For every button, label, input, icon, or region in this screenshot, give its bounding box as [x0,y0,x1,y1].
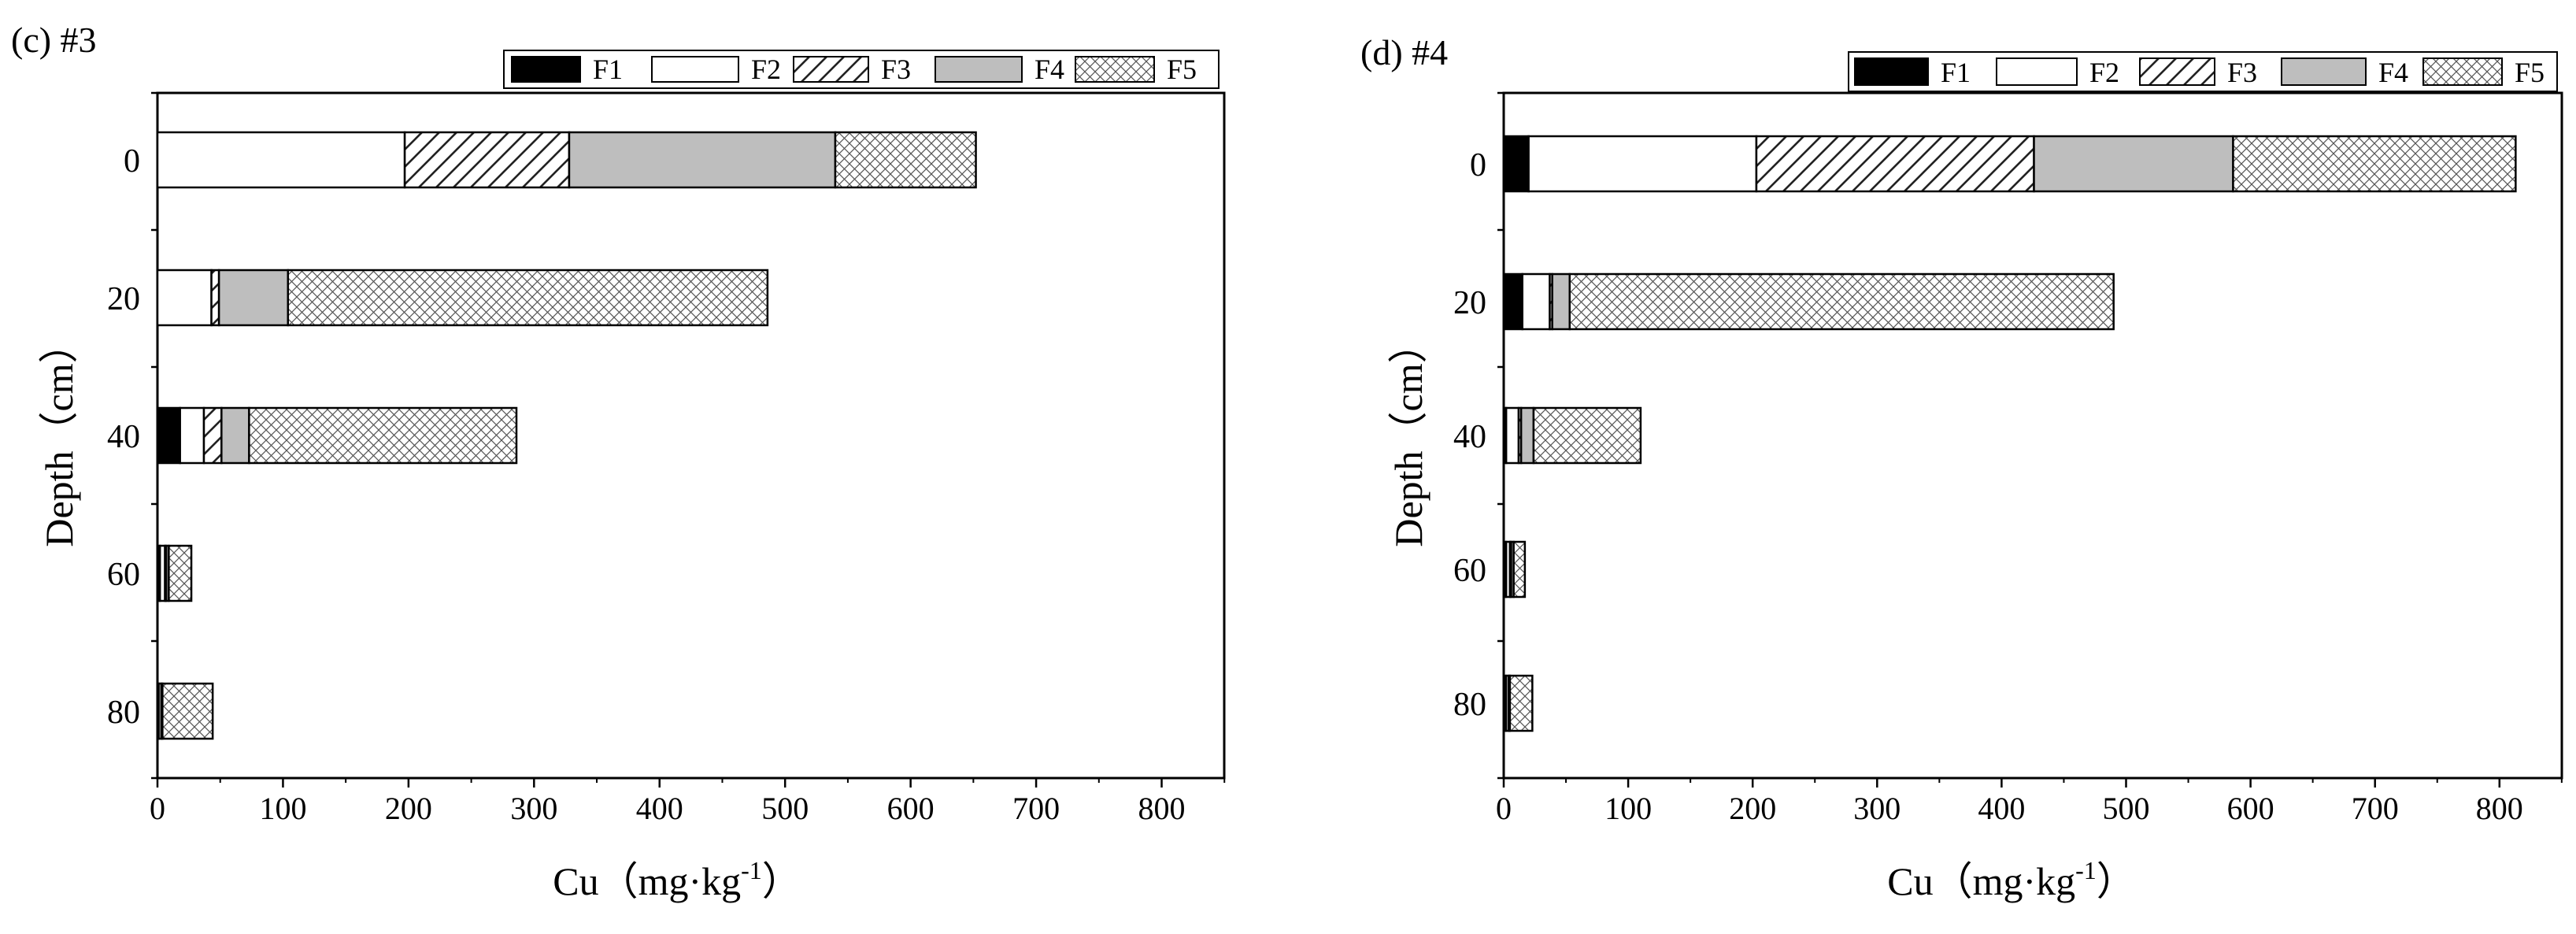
bar-f4-depth-0 [2033,135,2234,193]
legend: F1 F2 F3 F4 F5 [503,50,1220,89]
x-tick-label: 800 [2476,791,2523,826]
legend-label-f1: F1 [593,54,623,85]
y-tick-label: 80 [1453,687,1486,723]
x-tick-label: 200 [1729,791,1776,826]
x-tick-marks [156,778,1226,788]
bar-f1-depth-40 [156,406,181,465]
x-tick-labels: 0 100 200 300 400 500 600 700 800 [150,791,1186,826]
chart-title: (c) #3 [11,20,97,60]
bar-f2-depth-40 [179,406,205,465]
legend-label-f4: F4 [1034,54,1064,85]
legend-label-f4: F4 [2378,57,2408,88]
x-tick-label: 600 [2227,791,2274,826]
legend-label-f2: F2 [2089,57,2119,88]
legend-swatch-f5 [1075,56,1155,83]
legend-swatch-f4 [935,56,1023,83]
bar-f1-depth-20 [1502,272,1523,331]
bar-f3-depth-20 [210,269,220,327]
plot-frame [1502,91,2563,780]
legend-label-f3: F3 [2227,57,2257,88]
bar-f3-depth-40 [202,406,223,465]
x-tick-label: 700 [2352,791,2399,826]
x-tick-label: 200 [385,791,432,826]
x-tick-label: 500 [761,791,809,826]
x-tick-label: 700 [1012,791,1060,826]
x-tick-label: 500 [2103,791,2150,826]
legend-label-f5: F5 [1167,54,1197,85]
legend-swatch-f2 [651,56,739,83]
x-tick-labels: 0 100 200 300 400 500 600 700 800 [1496,791,2523,826]
bar-f3-depth-0 [403,131,571,189]
x-tick-label: 600 [887,791,935,826]
bar-f5-depth-60 [1512,540,1527,599]
x-tick-label: 400 [636,791,683,826]
chart-title: (d) #4 [1360,32,1448,72]
y-tick-label: 20 [107,281,140,317]
x-tick-label: 800 [1138,791,1186,826]
bar-f4-depth-40 [1519,406,1535,465]
y-axis-label: Depth（cm） [1386,324,1430,547]
bar-f5-depth-80 [1508,674,1534,732]
legend-swatch-f2 [1996,57,2078,86]
bar-f4-depth-20 [217,269,290,327]
bar-f5-depth-20 [1568,272,2115,331]
x-tick-label: 100 [259,791,306,826]
bar-f1-depth-0 [1502,135,1530,193]
bar-f5-depth-80 [161,682,214,740]
y-tick-label: 40 [1453,419,1486,455]
legend-swatch-f4 [2281,57,2367,86]
legend-label-f5: F5 [2515,57,2545,88]
chart-panel-d: (d) #4 0 20 40 60 80 0 100 200 300 400 500 600 700 8… [1360,32,2563,903]
x-axis-label: Cu（mg·kg-1） [1887,856,2136,903]
bar-f2-depth-20 [1521,272,1551,331]
y-tick-label: 0 [1470,147,1486,183]
bar-group [1502,135,2517,732]
y-tick-label: 60 [107,557,140,593]
legend-swatch-f3 [2139,57,2215,86]
legend-label-f3: F3 [881,54,911,85]
bar-f5-depth-60 [168,544,193,602]
bar-f2-depth-0 [156,131,406,189]
y-tick-label: 0 [124,143,140,180]
y-tick-label: 40 [107,419,140,455]
legend: F1 F2 F3 F4 F5 [1848,51,2558,92]
x-tick-label: 400 [1978,791,2025,826]
bar-f5-depth-0 [2232,135,2517,193]
bar-group [156,131,977,740]
x-tick-marks [1502,778,2563,788]
x-tick-label: 300 [1853,791,1901,826]
legend-swatch-f5 [2422,57,2503,86]
bar-f3-depth-0 [1755,135,2035,193]
legend-label-f1: F1 [1941,57,1971,88]
bar-f4-depth-20 [1551,272,1571,331]
bar-f5-depth-0 [834,131,977,189]
x-axis-label: Cu（mg·kg-1） [553,856,801,903]
bar-f2-depth-20 [156,269,213,327]
y-tick-label: 80 [107,695,140,731]
chart-panel-c: (c) #3 0 20 40 60 80 0 100 200 300 400 500 600 700 8… [11,20,1226,903]
bar-f4-depth-0 [568,131,837,189]
y-axis-label: Depth（cm） [37,324,81,547]
legend-swatch-f1 [511,56,581,83]
bar-f2-depth-40 [1505,406,1520,465]
x-tick-label: 300 [510,791,557,826]
bar-f2-depth-0 [1527,135,1758,193]
legend-swatch-f3 [793,56,869,83]
x-tick-label: 100 [1604,791,1652,826]
y-tick-label: 20 [1453,285,1486,321]
x-tick-label: 0 [150,791,165,826]
bar-f5-depth-40 [248,406,518,465]
x-tick-label: 0 [1496,791,1512,826]
y-tick-label: 60 [1453,553,1486,589]
bar-f5-depth-20 [287,269,769,327]
y-tick-labels: 0 20 40 60 80 [1453,147,1486,723]
y-tick-labels: 0 20 40 60 80 [107,143,140,731]
legend-swatch-f1 [1854,57,1929,86]
y-tick-marks [1497,91,1504,780]
legend-label-f2: F2 [751,54,781,85]
bar-f4-depth-40 [220,406,250,465]
y-tick-marks [151,91,157,780]
bar-f5-depth-40 [1532,406,1642,465]
